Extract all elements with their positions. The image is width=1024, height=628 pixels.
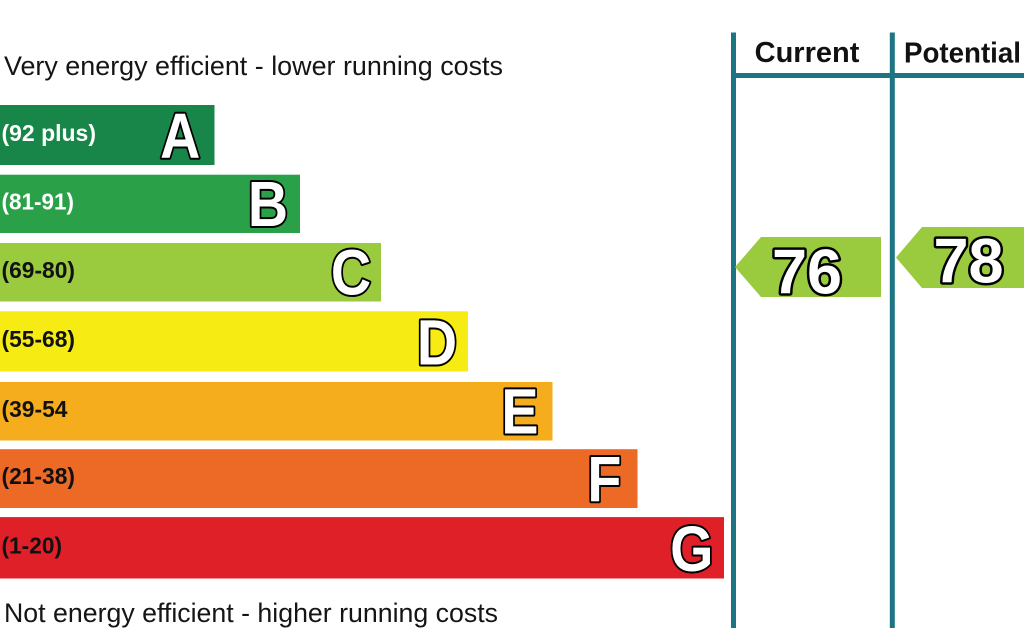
svg-text:E: E <box>501 376 538 447</box>
svg-text:Very energy efficient - lower: Very energy efficient - lower running co… <box>4 51 503 81</box>
svg-text:76: 76 <box>772 238 842 308</box>
svg-text:Not energy efficient - higher: Not energy efficient - higher running co… <box>4 598 498 628</box>
svg-text:(92 plus): (92 plus) <box>2 120 97 146</box>
svg-text:C: C <box>331 237 371 308</box>
svg-text:G: G <box>670 513 713 584</box>
svg-text:(69-80): (69-80) <box>2 257 76 283</box>
svg-text:B: B <box>248 168 288 239</box>
svg-text:(55-68): (55-68) <box>2 326 76 352</box>
svg-text:Potential: Potential <box>904 38 1021 70</box>
svg-text:(21-38): (21-38) <box>2 463 76 489</box>
svg-text:F: F <box>587 443 621 514</box>
svg-text:D: D <box>417 307 457 378</box>
svg-text:(39-54: (39-54 <box>2 396 68 422</box>
svg-text:78: 78 <box>933 227 1003 297</box>
svg-text:(1-20): (1-20) <box>2 533 63 559</box>
svg-text:A: A <box>160 100 200 171</box>
svg-text:(81-91): (81-91) <box>2 189 75 215</box>
svg-text:Current: Current <box>755 37 860 69</box>
